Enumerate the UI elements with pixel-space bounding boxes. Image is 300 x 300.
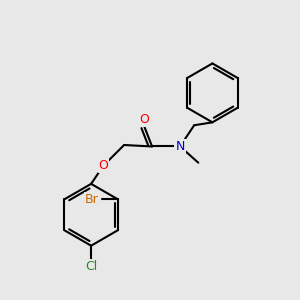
Text: Br: Br	[85, 193, 99, 206]
Text: Cl: Cl	[85, 260, 97, 273]
Text: N: N	[175, 140, 185, 153]
Text: O: O	[98, 159, 108, 172]
Text: O: O	[139, 113, 149, 127]
